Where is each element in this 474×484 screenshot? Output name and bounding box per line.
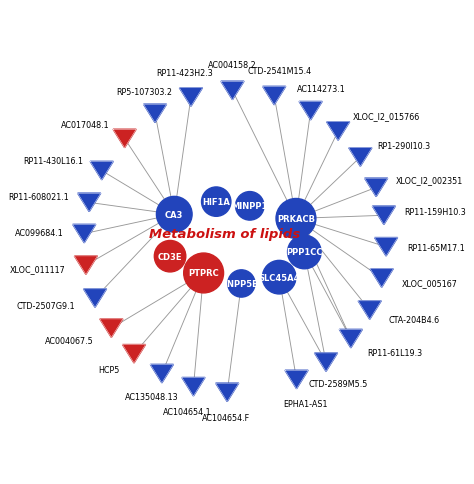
Text: CTA-204B4.6: CTA-204B4.6 — [388, 316, 439, 324]
Polygon shape — [182, 378, 205, 396]
Text: RP11-65M17.1: RP11-65M17.1 — [407, 243, 465, 253]
Text: XLOC_I2_015766: XLOC_I2_015766 — [353, 112, 419, 121]
Polygon shape — [113, 130, 136, 149]
Circle shape — [155, 241, 186, 272]
Text: RP11-430L16.1: RP11-430L16.1 — [23, 157, 83, 166]
Text: Metabolism of lipids: Metabolism of lipids — [149, 227, 300, 240]
Text: SLC45A4: SLC45A4 — [258, 273, 300, 282]
Text: PTPRC: PTPRC — [188, 269, 219, 278]
Text: CTD-2541M15.4: CTD-2541M15.4 — [247, 67, 312, 76]
Text: EPHA1-AS1: EPHA1-AS1 — [283, 399, 328, 408]
Text: AC017048.1: AC017048.1 — [61, 121, 109, 129]
Text: AC114273.1: AC114273.1 — [297, 84, 346, 93]
Text: AC099684.1: AC099684.1 — [15, 228, 64, 238]
Text: XLOC_011117: XLOC_011117 — [9, 264, 65, 273]
Text: CD3E: CD3E — [158, 252, 182, 261]
Text: INPP5E: INPP5E — [225, 279, 258, 288]
Text: RP5-107303.2: RP5-107303.2 — [116, 88, 172, 96]
Polygon shape — [216, 383, 239, 402]
Circle shape — [201, 188, 231, 217]
Text: RP11-423H2.3: RP11-423H2.3 — [156, 69, 213, 78]
Text: XLOC_I2_002351: XLOC_I2_002351 — [396, 176, 463, 185]
Polygon shape — [370, 269, 393, 287]
Polygon shape — [90, 162, 113, 181]
Text: CTD-2589M5.5: CTD-2589M5.5 — [309, 379, 368, 388]
Text: AC004158.2: AC004158.2 — [208, 61, 256, 70]
Text: AC104654.1: AC104654.1 — [164, 407, 212, 416]
Polygon shape — [122, 345, 146, 363]
Polygon shape — [285, 371, 308, 389]
Polygon shape — [314, 353, 337, 372]
Text: PPP1CC: PPP1CC — [286, 248, 323, 257]
Circle shape — [156, 197, 192, 233]
Circle shape — [184, 254, 224, 293]
Polygon shape — [73, 225, 96, 243]
Circle shape — [276, 199, 316, 239]
Polygon shape — [373, 207, 395, 225]
Text: RP11-159H10.3: RP11-159H10.3 — [404, 208, 466, 217]
Text: AC135048.13: AC135048.13 — [125, 392, 179, 401]
Polygon shape — [78, 194, 101, 212]
Text: RP11-61L19.3: RP11-61L19.3 — [367, 348, 422, 357]
Polygon shape — [299, 102, 322, 121]
Polygon shape — [263, 87, 286, 106]
Text: RP11-608021.1: RP11-608021.1 — [8, 193, 69, 202]
Circle shape — [288, 236, 321, 269]
Text: AC104654.F: AC104654.F — [202, 413, 250, 423]
Text: CTD-2507G9.1: CTD-2507G9.1 — [17, 302, 75, 311]
Text: PRKACB: PRKACB — [277, 214, 315, 224]
Polygon shape — [83, 289, 107, 308]
Polygon shape — [349, 149, 372, 167]
Circle shape — [228, 270, 255, 298]
Polygon shape — [74, 257, 98, 275]
Polygon shape — [100, 319, 123, 338]
Text: CA3: CA3 — [165, 210, 183, 219]
Polygon shape — [221, 82, 244, 101]
Text: MINPP1: MINPP1 — [232, 202, 268, 211]
Text: XLOC_005167: XLOC_005167 — [402, 279, 458, 288]
Polygon shape — [150, 364, 173, 383]
Polygon shape — [374, 238, 398, 257]
Polygon shape — [365, 179, 388, 197]
Text: HCP5: HCP5 — [99, 365, 120, 374]
Text: RP1-290I10.3: RP1-290I10.3 — [378, 141, 431, 151]
Text: HIF1A: HIF1A — [202, 198, 230, 207]
Circle shape — [236, 192, 264, 221]
Polygon shape — [179, 89, 202, 107]
Polygon shape — [358, 301, 381, 319]
Circle shape — [263, 261, 296, 294]
Text: AC004067.5: AC004067.5 — [46, 336, 94, 345]
Polygon shape — [339, 330, 362, 348]
Polygon shape — [327, 122, 350, 141]
Polygon shape — [144, 105, 166, 123]
